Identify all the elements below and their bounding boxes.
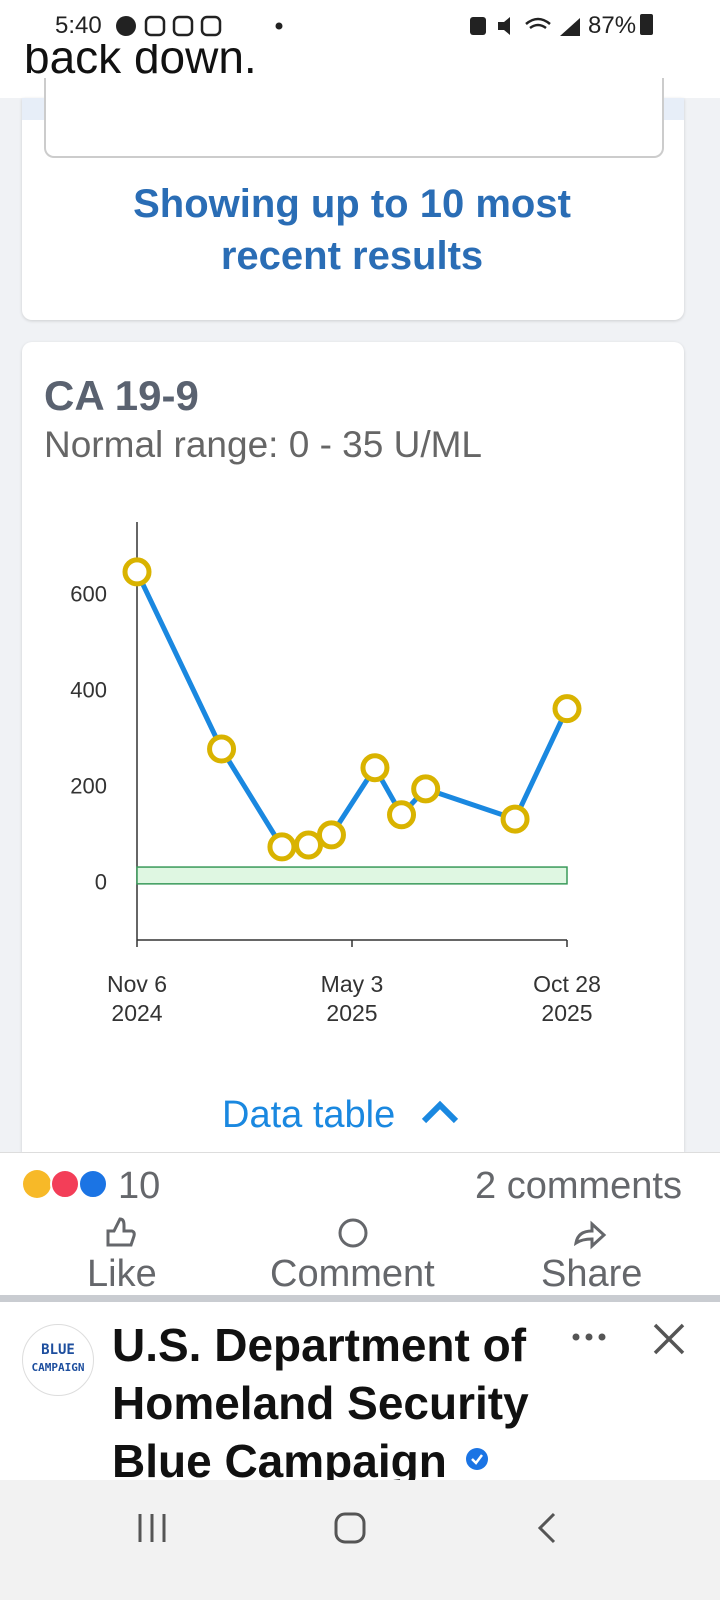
reaction-count[interactable]: 10 bbox=[118, 1165, 161, 1207]
y-tick-label: 200 bbox=[70, 774, 107, 799]
data-point bbox=[316, 820, 346, 850]
next-post: BLUE CAMPAIGN U.S. Department of Homelan… bbox=[0, 1302, 720, 1480]
data-point bbox=[294, 830, 324, 860]
feed-separator bbox=[0, 1295, 720, 1302]
data-point bbox=[360, 753, 390, 783]
x-tick-label: Oct 28 2025 bbox=[533, 971, 601, 1026]
data-point bbox=[411, 774, 441, 804]
data-point bbox=[552, 694, 582, 724]
series-line bbox=[134, 570, 570, 850]
x-tick-label: Nov 6 2024 bbox=[106, 971, 168, 1026]
system-icons bbox=[470, 17, 580, 36]
share-button[interactable]: Share bbox=[541, 1253, 643, 1295]
chart-title: CA 19-9 bbox=[44, 372, 199, 419]
filter-card: Showing up to 10 most recent results bbox=[22, 78, 684, 320]
reactions-bar: 10 2 comments Like Comment Share bbox=[0, 1152, 720, 1296]
action-icons bbox=[106, 1217, 607, 1250]
notification-icons bbox=[116, 15, 283, 37]
like-button[interactable]: Like bbox=[87, 1253, 157, 1295]
nav-buttons[interactable] bbox=[0, 1508, 720, 1548]
data-point bbox=[267, 832, 297, 862]
logo-line: BLUE bbox=[41, 1342, 75, 1358]
data-point bbox=[122, 557, 152, 587]
y-tick-label: 600 bbox=[70, 582, 107, 607]
data-point bbox=[387, 800, 417, 830]
status-bar: 5:40 87% bbox=[0, 0, 720, 44]
page-avatar[interactable]: BLUE CAMPAIGN bbox=[22, 1324, 94, 1396]
chart-card bbox=[22, 342, 684, 1152]
filter-note: Showing up to 10 most recent results bbox=[133, 182, 571, 278]
close-post[interactable] bbox=[652, 1322, 686, 1356]
chart-subtitle: Normal range: 0 - 35 U/ML bbox=[44, 424, 483, 465]
x-tick-label: May 3 2025 bbox=[320, 971, 384, 1026]
clock: 5:40 bbox=[55, 12, 102, 39]
comment-count[interactable]: 2 comments bbox=[475, 1165, 682, 1207]
page-name[interactable]: U.S. Department of Homeland Security Blu… bbox=[112, 1319, 529, 1480]
reaction-icons[interactable] bbox=[22, 1167, 112, 1201]
y-tick-label: 0 bbox=[95, 870, 107, 895]
battery-level: 87% bbox=[588, 12, 637, 39]
data-point bbox=[207, 734, 237, 764]
chevron-up bbox=[421, 1100, 458, 1124]
logo-line: CAMPAIGN bbox=[31, 1361, 85, 1374]
battery-icon bbox=[640, 14, 653, 35]
data-point bbox=[500, 804, 530, 834]
comment-button[interactable]: Comment bbox=[270, 1253, 435, 1295]
y-tick-label: 400 bbox=[70, 678, 107, 703]
navigation-bar bbox=[0, 1480, 720, 1600]
normal-range-band bbox=[136, 866, 568, 885]
chart: 0 200 400 600 bbox=[70, 522, 582, 947]
data-table-toggle[interactable]: Data table bbox=[222, 1094, 462, 1137]
data-table-link[interactable]: Data table bbox=[222, 1094, 396, 1136]
sort-select[interactable] bbox=[44, 78, 664, 158]
post-menu[interactable] bbox=[570, 1330, 610, 1344]
verified-badge bbox=[466, 1448, 488, 1470]
